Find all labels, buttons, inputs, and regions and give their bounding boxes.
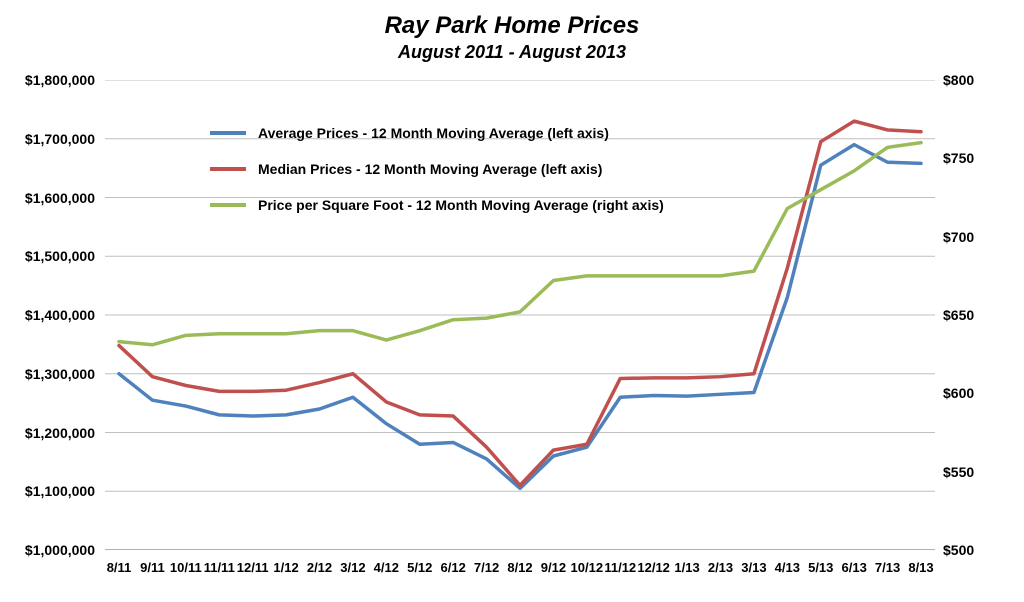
x-tick-label: 5/12 (407, 560, 432, 575)
x-tick-label: 2/12 (307, 560, 332, 575)
x-tick-label: 7/12 (474, 560, 499, 575)
x-tick-label: 3/13 (741, 560, 766, 575)
x-tick-label: 9/11 (140, 560, 165, 575)
x-tick-label: 1/13 (674, 560, 699, 575)
x-tick-label: 6/13 (842, 560, 867, 575)
y-left-tick-label: $1,600,000 (0, 190, 95, 206)
y-left-tick-label: $1,000,000 (0, 542, 95, 558)
x-tick-label: 11/12 (604, 560, 636, 575)
x-tick-label: 3/12 (340, 560, 365, 575)
legend-swatch (210, 203, 246, 207)
legend-label: Median Prices - 12 Month Moving Average … (258, 161, 602, 177)
x-tick-label: 8/12 (507, 560, 532, 575)
x-tick-label: 12/12 (637, 560, 670, 575)
x-tick-label: 8/13 (908, 560, 933, 575)
y-left-tick-label: $1,500,000 (0, 248, 95, 264)
y-right-tick-label: $500 (943, 542, 1003, 558)
y-right-tick-label: $800 (943, 72, 1003, 88)
x-tick-label: 5/13 (808, 560, 833, 575)
y-left-tick-label: $1,400,000 (0, 307, 95, 323)
x-tick-label: 2/13 (708, 560, 733, 575)
x-tick-label: 8/11 (107, 560, 132, 575)
legend-swatch (210, 167, 246, 171)
x-tick-label: 12/11 (237, 560, 269, 575)
legend-item: Median Prices - 12 Month Moving Average … (210, 161, 664, 177)
y-right-tick-label: $750 (943, 150, 1003, 166)
x-tick-label: 10/11 (170, 560, 202, 575)
chart-container: Ray Park Home Prices August 2011 - Augus… (0, 0, 1024, 602)
x-tick-label: 11/11 (204, 560, 235, 575)
y-left-tick-label: $1,800,000 (0, 72, 95, 88)
legend-swatch (210, 131, 246, 135)
y-right-tick-label: $650 (943, 307, 1003, 323)
y-right-tick-label: $700 (943, 229, 1003, 245)
chart-subtitle: August 2011 - August 2013 (0, 42, 1024, 63)
legend: Average Prices - 12 Month Moving Average… (210, 125, 664, 233)
legend-label: Price per Square Foot - 12 Month Moving … (258, 197, 664, 213)
legend-item: Price per Square Foot - 12 Month Moving … (210, 197, 664, 213)
x-tick-label: 9/12 (541, 560, 566, 575)
x-tick-label: 7/13 (875, 560, 900, 575)
x-tick-label: 6/12 (441, 560, 466, 575)
y-left-tick-label: $1,700,000 (0, 131, 95, 147)
x-tick-label: 10/12 (571, 560, 604, 575)
y-left-tick-label: $1,200,000 (0, 425, 95, 441)
y-left-tick-label: $1,300,000 (0, 366, 95, 382)
x-tick-label: 4/13 (775, 560, 800, 575)
x-tick-label: 1/12 (273, 560, 298, 575)
legend-label: Average Prices - 12 Month Moving Average… (258, 125, 609, 141)
y-right-tick-label: $550 (943, 464, 1003, 480)
x-tick-label: 4/12 (374, 560, 399, 575)
y-right-tick-label: $600 (943, 385, 1003, 401)
chart-title: Ray Park Home Prices (0, 12, 1024, 40)
legend-item: Average Prices - 12 Month Moving Average… (210, 125, 664, 141)
y-left-tick-label: $1,100,000 (0, 483, 95, 499)
